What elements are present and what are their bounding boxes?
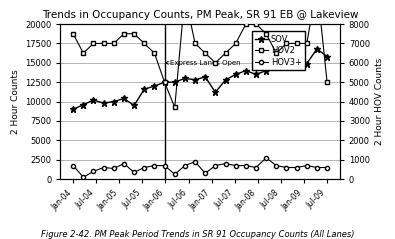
HOV2 xyxy=(162,81,167,84)
Line: HOV2: HOV2 xyxy=(71,0,329,110)
HOV2 xyxy=(122,32,126,35)
Y-axis label: 2 Hour Counts: 2 Hour Counts xyxy=(11,69,19,134)
SOV xyxy=(71,108,75,111)
SOV xyxy=(91,99,96,102)
HOV3+ xyxy=(81,176,86,179)
HOV2 xyxy=(71,32,75,35)
SOV xyxy=(182,77,187,80)
HOV3+ xyxy=(152,164,157,167)
SOV xyxy=(223,78,228,81)
HOV2 xyxy=(325,81,329,84)
HOV3+ xyxy=(193,160,198,163)
HOV2 xyxy=(264,32,269,35)
HOV3+ xyxy=(172,173,177,176)
HOV3+ xyxy=(325,166,329,169)
HOV3+ xyxy=(122,162,126,165)
HOV3+ xyxy=(132,171,136,174)
HOV3+ xyxy=(71,164,75,167)
SOV xyxy=(243,69,248,72)
HOV2 xyxy=(223,52,228,54)
HOV3+ xyxy=(182,164,187,167)
SOV xyxy=(213,91,218,94)
HOV2 xyxy=(284,42,289,45)
SOV xyxy=(132,104,136,107)
Legend: SOV, HOV2, HOV3+: SOV, HOV2, HOV3+ xyxy=(252,31,305,70)
SOV xyxy=(284,63,289,66)
SOV xyxy=(152,85,157,87)
SOV xyxy=(294,61,299,64)
HOV3+ xyxy=(213,164,218,167)
Line: SOV: SOV xyxy=(70,45,331,113)
HOV3+ xyxy=(243,164,248,167)
HOV2 xyxy=(81,52,86,54)
SOV xyxy=(233,73,238,76)
HOV3+ xyxy=(223,162,228,165)
HOV3+ xyxy=(305,164,309,167)
HOV2 xyxy=(243,23,248,26)
Y-axis label: 2 Hour HOV Counts: 2 Hour HOV Counts xyxy=(376,58,384,145)
HOV2 xyxy=(305,42,309,45)
HOV2 xyxy=(274,52,279,54)
SOV xyxy=(264,69,269,72)
HOV3+ xyxy=(284,166,289,169)
SOV xyxy=(254,73,258,76)
SOV xyxy=(274,58,279,61)
HOV2 xyxy=(111,42,116,45)
HOV2 xyxy=(213,61,218,64)
HOV2 xyxy=(233,42,238,45)
SOV xyxy=(314,47,319,50)
SOV xyxy=(203,75,208,78)
HOV2 xyxy=(193,42,198,45)
HOV2 xyxy=(91,42,96,45)
SOV xyxy=(325,55,329,58)
SOV xyxy=(162,81,167,84)
SOV xyxy=(193,78,198,81)
HOV2 xyxy=(172,106,177,109)
HOV3+ xyxy=(162,164,167,167)
HOV3+ xyxy=(274,164,279,167)
HOV3+ xyxy=(314,166,319,169)
HOV2 xyxy=(203,52,208,54)
HOV2 xyxy=(254,23,258,26)
SOV xyxy=(111,100,116,103)
SOV xyxy=(81,103,86,106)
SOV xyxy=(172,81,177,84)
HOV2 xyxy=(152,52,157,54)
SOV xyxy=(305,62,309,65)
SOV xyxy=(101,102,106,105)
HOV3+ xyxy=(254,166,258,169)
HOV2 xyxy=(101,42,106,45)
Line: HOV3+: HOV3+ xyxy=(71,156,329,179)
SOV xyxy=(142,88,147,91)
HOV3+ xyxy=(233,164,238,167)
HOV3+ xyxy=(142,166,147,169)
Title: Trends in Occupancy Counts, PM Peak, SR 91 EB @ Lakeview: Trends in Occupancy Counts, PM Peak, SR … xyxy=(42,11,358,21)
HOV2 xyxy=(142,42,147,45)
SOV xyxy=(122,97,126,100)
HOV3+ xyxy=(101,166,106,169)
HOV3+ xyxy=(264,156,269,159)
HOV2 xyxy=(132,32,136,35)
Text: Express Lanes Open: Express Lanes Open xyxy=(166,60,240,66)
HOV3+ xyxy=(294,166,299,169)
HOV3+ xyxy=(91,170,96,173)
Text: Figure 2-42. PM Peak Period Trends in SR 91 Occupancy Counts (All Lanes): Figure 2-42. PM Peak Period Trends in SR… xyxy=(41,230,354,239)
HOV2 xyxy=(294,42,299,45)
HOV3+ xyxy=(203,172,208,175)
HOV3+ xyxy=(111,167,116,170)
